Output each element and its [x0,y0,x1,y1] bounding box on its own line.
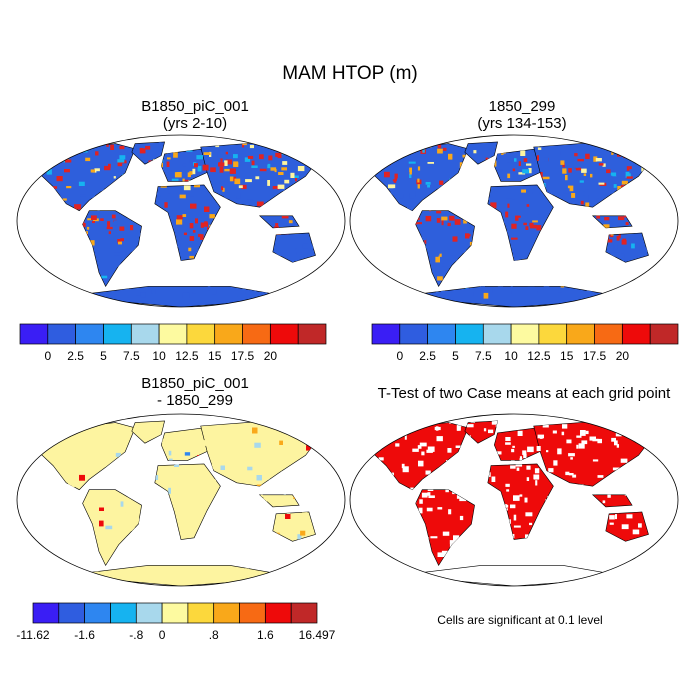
colorbar-case2-box-1 [399,323,428,345]
diff-map [16,413,346,587]
colorbar-case2: 0 2.5 5 7.5 10 12.5 15 17.5 20 [371,323,679,363]
colorbar-case1-label-3: 7.5 [123,349,140,363]
colorbar-case2-box-7 [566,323,595,345]
colorbar-case1-label-6: 15 [208,349,222,363]
panel-title-case1-line2: (yrs 2-10) [162,115,228,132]
panel-title-ttest-line1: T-Test of two Case means at each grid po… [377,385,671,402]
significance-footnote: Cells are significant at 0.1 level [437,613,603,627]
colorbar-diff-box-6 [187,602,215,624]
colorbar-case1-box-5 [158,323,188,345]
colorbar-diff-box-4 [135,602,163,624]
colorbar-case1-label-8: 20 [264,349,278,363]
case1-africa [154,184,221,261]
case1-frame [16,134,346,308]
panel-title-case1: B1850_piC_001 (yrs 2-10) [45,98,345,132]
colorbar-case2-label-2: 5 [452,349,459,363]
panel-title-case2-line2: (yrs 134-153) [477,115,567,132]
colorbar-diff-label-3: 0 [159,628,166,642]
colorbar-diff-box-7 [213,602,240,624]
colorbar-diff-label-5: 1.6 [257,628,274,642]
colorbar-case1-box-9 [270,323,299,345]
colorbar-case1-label-4: 10 [152,349,166,363]
colorbar-diff: -11.62 -1.6 -.8 0 .8 1.6 16.497 [16,602,336,642]
colorbar-case1-box-10 [297,323,327,345]
case1-indonesia [258,215,300,229]
colorbar-diff-box-1 [58,602,85,624]
panel-title-diff-line1: B1850_piC_001 [141,375,249,392]
colorbar-diff-label-1: -1.6 [74,628,95,642]
diff-indonesia [258,494,300,508]
colorbar-case2-label-1: 2.5 [419,349,436,363]
colorbar-diff-box-8 [239,602,266,624]
colorbar-case2-box-9 [622,323,651,345]
colorbar-case2-label-6: 15 [560,349,574,363]
ttest-map [349,413,679,587]
colorbar-case2-label-7: 17.5 [583,349,607,363]
figure-title: MAM HTOP (m) [282,63,418,84]
panel-title-ttest: T-Test of two Case means at each grid po… [348,385,700,402]
case1-map [16,134,346,308]
colorbar-case1-box-2 [75,323,104,345]
colorbar-case2-box-3 [455,323,484,345]
colorbar-case1-label-0: 0 [44,349,51,363]
colorbar-diff-label-2: -.8 [129,628,143,642]
diff-frame [16,413,346,587]
case2-south-america [415,210,475,288]
panel-title-diff-line2: - 1850_299 [157,392,233,409]
colorbar-case2-label-4: 10 [504,349,518,363]
panel-title-diff: B1850_piC_001 - 1850_299 [45,375,345,409]
colorbar-case2-box-0 [371,323,401,345]
colorbar-diff-label-4: .8 [209,628,219,642]
colorbar-case2-label-8: 20 [616,349,630,363]
colorbar-case1-box-6 [186,323,216,345]
colorbar-case2-box-5 [510,323,540,345]
colorbar-diff-box-2 [84,602,111,624]
colorbar-case1-box-1 [47,323,76,345]
colorbar-case1-label-5: 12.5 [175,349,199,363]
colorbar-case1-label-7: 17.5 [231,349,255,363]
colorbar-case2-label-3: 7.5 [475,349,492,363]
ttest-indonesia [591,494,633,508]
panel-title-case2: 1850_299 (yrs 134-153) [372,98,672,132]
ttest-frame [349,413,679,587]
colorbar-case1-label-1: 2.5 [67,349,84,363]
colorbar-case1-box-4 [130,323,160,345]
colorbar-case2-label-5: 12.5 [527,349,551,363]
diff-greenland [131,420,165,444]
colorbar-case1: 0 2.5 5 7.5 10 12.5 15 17.5 20 [19,323,327,363]
colorbar-diff-box-5 [161,602,189,624]
panel-title-case2-line1: 1850_299 [488,98,556,115]
colorbar-case2-box-8 [594,323,623,345]
colorbar-diff-box-9 [265,602,292,624]
colorbar-case1-box-8 [242,323,271,345]
colorbar-diff-box-3 [110,602,137,624]
colorbar-diff-label-0: -11.62 [16,628,49,642]
colorbar-case1-label-2: 5 [100,349,107,363]
colorbar-case2-box-6 [538,323,568,345]
colorbar-case1-box-0 [19,323,49,345]
colorbar-case1-box-7 [214,323,243,345]
case2-map [349,134,679,308]
colorbar-diff-label-6: 16.497 [299,628,336,642]
colorbar-case2-label-0: 0 [396,349,403,363]
colorbar-case2-box-2 [427,323,456,345]
colorbar-diff-box-0 [32,602,60,624]
panel-title-case1-line1: B1850_piC_001 [141,98,249,115]
case2-frame [349,134,679,308]
case2-greenland [464,141,498,165]
colorbar-case2-box-4 [482,323,512,345]
colorbar-diff-box-10 [290,602,318,624]
colorbar-case2-box-10 [649,323,679,345]
colorbar-case1-box-3 [103,323,132,345]
